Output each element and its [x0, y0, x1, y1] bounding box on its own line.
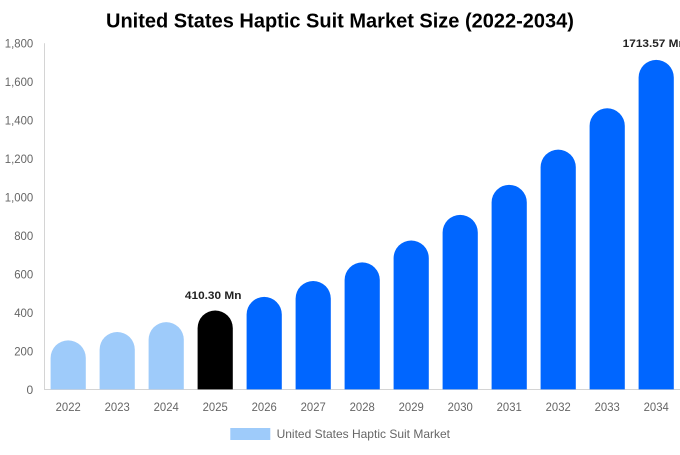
svg-text:800: 800	[14, 229, 33, 243]
svg-text:2031: 2031	[497, 400, 522, 414]
svg-text:2027: 2027	[301, 400, 326, 414]
svg-text:2023: 2023	[105, 400, 130, 414]
svg-text:United States Haptic Suit Mark: United States Haptic Suit Market	[277, 427, 451, 441]
svg-text:1713.57 Mn: 1713.57 Mn	[623, 38, 680, 50]
svg-text:2034: 2034	[644, 400, 669, 414]
svg-text:1,200: 1,200	[5, 152, 34, 166]
svg-text:United States Haptic Suit Mark: United States Haptic Suit Market Size (2…	[106, 11, 574, 33]
svg-text:2028: 2028	[350, 400, 375, 414]
svg-text:2032: 2032	[546, 400, 571, 414]
svg-text:200: 200	[14, 344, 33, 358]
svg-text:410.30 Mn: 410.30 Mn	[185, 290, 242, 302]
svg-text:1,000: 1,000	[5, 191, 34, 205]
svg-text:2022: 2022	[56, 400, 81, 414]
svg-text:0: 0	[27, 383, 34, 397]
svg-text:2024: 2024	[154, 400, 179, 414]
svg-text:2029: 2029	[399, 400, 424, 414]
svg-text:2026: 2026	[252, 400, 277, 414]
svg-text:2025: 2025	[203, 400, 228, 414]
svg-text:2033: 2033	[595, 400, 620, 414]
svg-text:1,800: 1,800	[5, 37, 34, 51]
svg-text:1,600: 1,600	[5, 75, 34, 89]
svg-text:2030: 2030	[448, 400, 473, 414]
svg-text:1,400: 1,400	[5, 114, 34, 128]
svg-text:600: 600	[14, 267, 33, 281]
svg-text:400: 400	[14, 306, 33, 320]
